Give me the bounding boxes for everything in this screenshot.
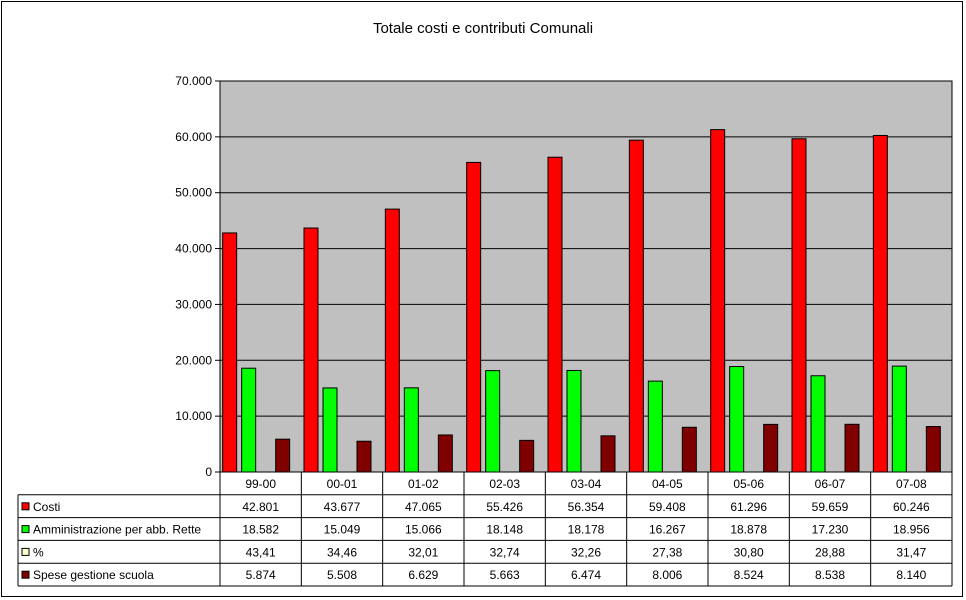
data-label: 59.408	[649, 500, 686, 514]
data-label: 18.878	[730, 523, 767, 537]
legend-label: Spese gestione scuola	[33, 568, 154, 582]
x-tick-label: 00-01	[327, 477, 358, 491]
y-tick-label: 30.000	[175, 297, 212, 311]
data-label: 16.267	[649, 523, 686, 537]
y-tick-label: 10.000	[175, 409, 212, 423]
legend-label: Amministrazione per abb. Rette	[33, 523, 201, 537]
data-label: 8.140	[896, 568, 926, 582]
x-tick-label: 07-08	[896, 477, 927, 491]
data-label: 15.049	[324, 523, 361, 537]
x-tick-label: 02-03	[489, 477, 520, 491]
y-tick-label: 50.000	[175, 186, 212, 200]
data-label: 5.508	[327, 568, 357, 582]
bar	[647, 380, 663, 473]
data-label: 5.874	[246, 568, 276, 582]
data-label: 32,74	[490, 545, 520, 559]
x-tick-label: 05-06	[733, 477, 764, 491]
bar	[241, 367, 257, 473]
data-label: 6.629	[408, 568, 438, 582]
bar	[763, 423, 779, 473]
data-label: 56.354	[568, 500, 605, 514]
bar	[322, 387, 338, 473]
legend-key	[21, 525, 30, 534]
data-label: 6.474	[571, 568, 601, 582]
bar	[275, 438, 291, 473]
bar	[222, 232, 238, 473]
x-tick-label: 01-02	[408, 477, 439, 491]
legend-key	[21, 570, 30, 579]
data-label: 61.296	[730, 500, 767, 514]
legend-key	[21, 547, 30, 556]
data-label: 27,38	[652, 545, 682, 559]
bar	[466, 161, 482, 473]
data-label: 18.956	[893, 523, 930, 537]
data-label: 18.178	[568, 523, 605, 537]
x-tick-label: 99-00	[245, 477, 276, 491]
bar	[844, 423, 860, 473]
plot-area	[219, 80, 953, 473]
bar	[891, 365, 907, 473]
data-label: 43.677	[324, 500, 361, 514]
legend-label: Costi	[33, 500, 60, 514]
bar	[519, 439, 535, 473]
data-label: 18.148	[486, 523, 523, 537]
bar	[872, 134, 888, 473]
bar	[600, 435, 616, 473]
legend-key	[21, 502, 30, 511]
chart-title: Totale costi e contributi Comunali	[372, 20, 594, 37]
data-label: 15.066	[405, 523, 442, 537]
bar	[547, 156, 563, 473]
data-label: 47.065	[405, 500, 442, 514]
data-label: 42.801	[242, 500, 279, 514]
y-tick-label: 40.000	[175, 242, 212, 256]
data-label: 30,80	[734, 545, 764, 559]
y-tick-label: 0	[205, 465, 212, 479]
y-tick-label: 60.000	[175, 130, 212, 144]
bar	[729, 366, 745, 473]
data-label: 59.659	[812, 500, 849, 514]
data-label: 34,46	[327, 545, 357, 559]
data-label: 8.538	[815, 568, 845, 582]
data-label: 32,01	[408, 545, 438, 559]
x-tick-label: 06-07	[815, 477, 846, 491]
data-label: 31,47	[896, 545, 926, 559]
data-label: 43,41	[246, 545, 276, 559]
y-tick-label: 70.000	[175, 74, 212, 88]
bar	[925, 426, 941, 473]
bar	[566, 369, 582, 473]
bar	[791, 138, 807, 473]
data-label: 28,88	[815, 545, 845, 559]
bar	[356, 440, 372, 473]
y-tick-label: 20.000	[175, 353, 212, 367]
data-label: 8.006	[652, 568, 682, 582]
bar	[303, 227, 319, 473]
x-tick-label: 04-05	[652, 477, 683, 491]
bar	[403, 387, 419, 473]
data-label: 55.426	[486, 500, 523, 514]
legend-label: %	[33, 545, 44, 559]
bar	[810, 375, 826, 473]
bar	[681, 426, 697, 473]
bar	[485, 370, 501, 473]
bar	[710, 129, 726, 473]
data-label: 17.230	[812, 523, 849, 537]
data-label: 60.246	[893, 500, 930, 514]
data-label: 8.524	[734, 568, 764, 582]
x-tick-label: 03-04	[571, 477, 602, 491]
data-label: 32,26	[571, 545, 601, 559]
bar	[384, 208, 400, 473]
data-label: 5.663	[490, 568, 520, 582]
data-label: 18.582	[242, 523, 279, 537]
bar	[437, 434, 453, 473]
bar	[628, 139, 644, 473]
